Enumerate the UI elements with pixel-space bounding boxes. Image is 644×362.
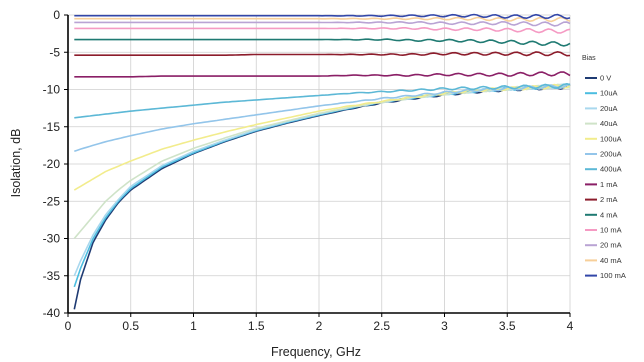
x-tick-label: 2 bbox=[316, 319, 323, 333]
series-line-10 bbox=[74, 26, 571, 34]
x-tick-label: 0.5 bbox=[122, 319, 139, 333]
x-tick-label: 1.5 bbox=[248, 319, 265, 333]
y-tick-label: -30 bbox=[43, 232, 61, 246]
legend: Bias 0 V 10uA 20uA 40uA 100uA 200uA 400uA 1 mA 2… bbox=[582, 55, 626, 280]
legend-label-3: 40uA bbox=[600, 119, 618, 128]
series-line-3 bbox=[73, 83, 570, 240]
y-tick-label: -40 bbox=[43, 306, 61, 320]
x-axis-ticks: 0 0.5 1 1.5 2 2.5 3 3.5 4 bbox=[65, 313, 574, 333]
series-line-11 bbox=[74, 20, 571, 27]
y-tick-label: -25 bbox=[43, 194, 61, 208]
legend-label-10: 10 mA bbox=[600, 226, 622, 235]
series-line-13 bbox=[74, 13, 571, 20]
grid bbox=[67, 14, 571, 314]
x-tick-label: 4 bbox=[567, 319, 574, 333]
legend-label-5: 200uA bbox=[600, 150, 622, 159]
y-axis-label: Isolation, dB bbox=[9, 129, 23, 198]
y-tick-label: -35 bbox=[43, 269, 61, 283]
series-line-12 bbox=[74, 16, 571, 23]
y-tick-label: -5 bbox=[49, 45, 60, 59]
legend-label-6: 400uA bbox=[600, 165, 622, 174]
legend-label-7: 1 mA bbox=[600, 180, 618, 189]
y-tick-label: -15 bbox=[43, 120, 61, 134]
x-tick-label: 3 bbox=[441, 319, 448, 333]
series-line-6 bbox=[74, 82, 571, 119]
x-axis-label: Frequency, GHz bbox=[271, 345, 361, 359]
legend-label-8: 2 mA bbox=[600, 195, 618, 204]
series-line-8 bbox=[74, 50, 571, 57]
series-line-1 bbox=[73, 83, 571, 288]
x-tick-label: 2.5 bbox=[373, 319, 390, 333]
y-tick-label: -20 bbox=[43, 157, 61, 171]
legend-label-1: 10uA bbox=[600, 89, 618, 98]
series-line-7 bbox=[74, 71, 571, 78]
y-axis-ticks: 0 -5 -10 -15 -20 -25 -30 -35 -40 bbox=[43, 8, 68, 320]
legend-label-12: 40 mA bbox=[600, 256, 622, 265]
legend-label-11: 20 mA bbox=[600, 241, 622, 250]
legend-label-9: 4 mA bbox=[600, 210, 618, 219]
legend-label-13: 100 mA bbox=[600, 271, 626, 280]
series-line-4 bbox=[73, 83, 571, 191]
legend-label-4: 100uA bbox=[600, 134, 622, 143]
legend-label-2: 20uA bbox=[600, 104, 618, 113]
y-tick-label: -10 bbox=[43, 83, 61, 97]
x-tick-label: 3.5 bbox=[499, 319, 516, 333]
series-line-5 bbox=[74, 82, 571, 153]
x-tick-label: 1 bbox=[190, 319, 197, 333]
legend-title: Bias bbox=[582, 55, 596, 62]
y-tick-label: 0 bbox=[53, 8, 60, 22]
x-tick-label: 0 bbox=[65, 319, 72, 333]
series-line-9 bbox=[74, 38, 571, 47]
legend-label-0: 0 V bbox=[600, 74, 611, 83]
plot-lines bbox=[73, 13, 571, 310]
